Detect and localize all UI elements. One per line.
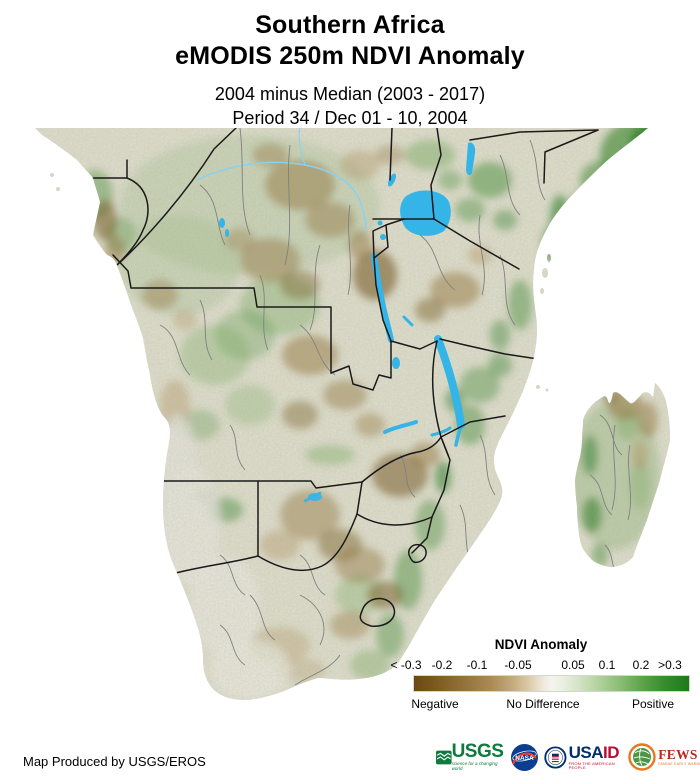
ubangi-river	[298, 128, 306, 166]
map-canvas	[0, 125, 700, 735]
legend-tick-labels: < -0.3 -0.2 -0.1 -0.05 0.05 0.1 0.2 >0.3	[388, 658, 694, 672]
country-borders	[92, 128, 599, 627]
usgs-tagline: science for a changing world	[451, 761, 498, 771]
legend-tick: 0.2	[632, 658, 650, 672]
ndvi-anomaly-map	[35, 128, 670, 700]
legend-range-labels: Negative No Difference Positive	[388, 697, 694, 711]
fewsnet-globe-icon	[628, 743, 656, 771]
legend-range-positive: Positive	[631, 697, 675, 711]
header: Southern Africa eMODIS 250m NDVI Anomaly…	[0, 10, 700, 130]
map-title-line1: Southern Africa	[255, 11, 445, 39]
fewsnet-logo: FEWS NET FAMINE EARLY WARNING SYSTEMS NE…	[628, 743, 700, 771]
logo-row: USGS science for a changing world NASA	[436, 738, 700, 776]
usgs-wave-icon	[436, 750, 452, 764]
legend-range-nodifference: No Difference	[506, 697, 580, 711]
lake-mweru	[392, 357, 400, 369]
usgs-logo-text: USGS	[451, 741, 504, 763]
lake-turkana	[466, 142, 476, 176]
nasa-meatball-icon: NASA	[510, 743, 538, 771]
usaid-seal-icon	[544, 745, 567, 769]
credit-text: Map Produced by USGS/EROS	[23, 754, 206, 769]
admin-borders	[159, 128, 641, 686]
legend-tick: 0.1	[598, 658, 616, 672]
legend-tick: < -0.3	[390, 658, 422, 672]
usaid-tagline: FROM THE AMERICAN PEOPLE	[568, 761, 615, 770]
usaid-logo-text: USAID	[568, 743, 620, 762]
usgs-logo: USGS science for a changing world	[436, 742, 505, 771]
lake-kivu	[380, 234, 386, 240]
legend-tick: >0.3	[658, 658, 682, 672]
fewsnet-logo-text: FEWS NET	[658, 746, 700, 762]
lake-malawi	[434, 335, 465, 429]
legend: NDVI Anomaly < -0.3 -0.2 -0.1 -0.05 0.05…	[388, 637, 694, 713]
lake-tanganyika	[371, 253, 394, 343]
legend-tick: 0.05	[561, 658, 585, 672]
lake-rukwa	[402, 315, 414, 327]
legend-tick: -0.2	[431, 658, 453, 672]
legend-title: NDVI Anomaly	[494, 637, 588, 652]
legend-tick: -0.05	[504, 658, 532, 672]
legend-tick: -0.1	[466, 658, 488, 672]
subtitle-line2: Period 34 / Dec 01 - 10, 2004	[232, 107, 468, 128]
legend-color-ramp	[413, 675, 690, 692]
congo-river	[195, 161, 367, 232]
legend-range-negative: Negative	[411, 697, 459, 711]
fewsnet-tagline: FAMINE EARLY WARNING SYSTEMS NETWORK	[658, 761, 700, 766]
lake-albert	[387, 173, 397, 187]
lake-victoria	[400, 190, 451, 236]
nasa-logo: NASA	[510, 743, 539, 772]
lake-cahora-bassa	[430, 426, 452, 437]
lake-kariba	[383, 420, 418, 434]
nasa-logo-text: NASA	[515, 755, 534, 762]
subtitle: 2004 minus Median (2003 - 2017) Period 3…	[0, 83, 700, 131]
subtitle-line1: 2004 minus Median (2003 - 2017)	[214, 83, 486, 104]
water-bodies	[195, 128, 476, 503]
usaid-logo: USAID FROM THE AMERICAN PEOPLE	[544, 744, 623, 771]
map-title-line2: eMODIS 250m NDVI Anomaly	[175, 42, 525, 71]
